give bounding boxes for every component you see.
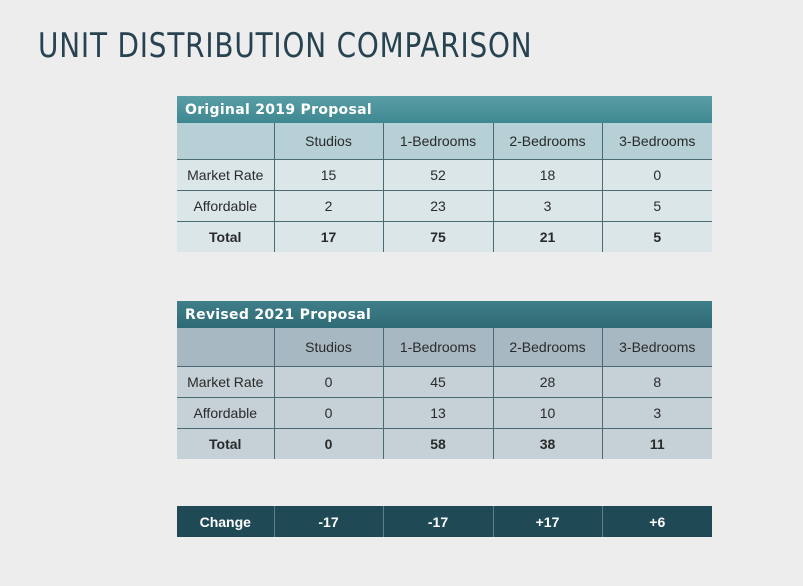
total-cell: 11 xyxy=(601,428,713,459)
column-header: 1-Bedrooms xyxy=(382,328,493,367)
table-row: Affordable 2 23 3 5 xyxy=(177,190,713,222)
change-cell: +17 xyxy=(492,506,602,537)
table-row: Affordable 0 13 10 3 xyxy=(177,397,713,429)
table-cell: 0 xyxy=(273,366,383,398)
column-header: 2-Bedrooms xyxy=(492,328,602,367)
table-cell: 5 xyxy=(601,190,713,222)
column-header: 1-Bedrooms xyxy=(382,123,493,160)
total-cell: 75 xyxy=(382,221,493,252)
table-cell: 52 xyxy=(382,159,493,191)
table-cell: 23 xyxy=(382,190,493,222)
column-header: 2-Bedrooms xyxy=(492,123,602,160)
total-row: Total 0 58 38 11 xyxy=(177,428,713,459)
change-cell: +6 xyxy=(601,506,712,537)
total-cell: 0 xyxy=(273,428,383,459)
table-cell: 15 xyxy=(273,159,383,191)
total-cell: 17 xyxy=(273,221,383,252)
column-header: 3-Bedrooms xyxy=(601,123,713,160)
corner-cell xyxy=(177,328,274,367)
table-cell: 28 xyxy=(492,366,602,398)
row-label: Affordable xyxy=(177,397,274,429)
row-label: Affordable xyxy=(177,190,274,222)
table-cell: 18 xyxy=(492,159,602,191)
total-cell: 38 xyxy=(492,428,602,459)
page-title: UNIT DISTRIBUTION COMPARISON xyxy=(38,26,533,66)
table-cell: 2 xyxy=(273,190,383,222)
total-cell: 58 xyxy=(382,428,493,459)
column-header: Studios xyxy=(273,123,383,160)
total-cell: 5 xyxy=(601,221,713,252)
row-label: Total xyxy=(177,428,274,459)
change-cell: -17 xyxy=(382,506,493,537)
table-cell: 13 xyxy=(382,397,493,429)
table-caption: Revised 2021 Proposal xyxy=(177,301,713,328)
table-cell: 10 xyxy=(492,397,602,429)
table-cell: 45 xyxy=(382,366,493,398)
column-header: Studios xyxy=(273,328,383,367)
table-cell: 0 xyxy=(273,397,383,429)
table-row: Market Rate 15 52 18 0 xyxy=(177,159,713,191)
row-label: Total xyxy=(177,221,274,252)
column-header: 3-Bedrooms xyxy=(601,328,713,367)
table-cell: 8 xyxy=(601,366,713,398)
table-cell: 3 xyxy=(492,190,602,222)
original-proposal-table: Original 2019 Proposal Studios 1-Bedroom… xyxy=(177,96,713,252)
table-caption: Original 2019 Proposal xyxy=(177,96,713,123)
change-row: Change -17 -17 +17 +6 xyxy=(177,506,712,537)
change-cell: -17 xyxy=(273,506,383,537)
corner-cell xyxy=(177,123,274,160)
table-cell: 0 xyxy=(601,159,713,191)
table-row: Market Rate 0 45 28 8 xyxy=(177,366,713,398)
table-cell: 3 xyxy=(601,397,713,429)
total-row: Total 17 75 21 5 xyxy=(177,221,713,252)
change-table: Change -17 -17 +17 +6 xyxy=(177,506,712,537)
revised-proposal-table: Revised 2021 Proposal Studios 1-Bedrooms… xyxy=(177,301,713,459)
total-cell: 21 xyxy=(492,221,602,252)
row-label: Market Rate xyxy=(177,366,274,398)
row-label: Change xyxy=(177,506,274,537)
row-label: Market Rate xyxy=(177,159,274,191)
